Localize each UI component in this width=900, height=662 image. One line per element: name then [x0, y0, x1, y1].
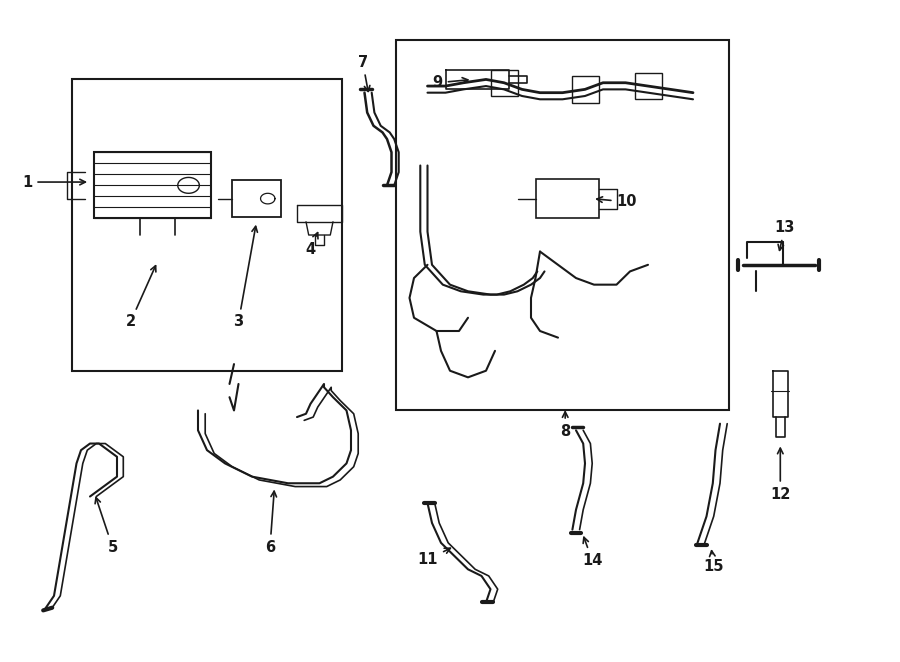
Text: 13: 13: [775, 220, 795, 250]
Text: 12: 12: [770, 448, 790, 502]
Text: 8: 8: [560, 412, 571, 439]
Text: 7: 7: [357, 54, 370, 91]
Text: 14: 14: [582, 538, 602, 568]
Text: 11: 11: [418, 548, 450, 567]
Text: 9: 9: [433, 75, 468, 90]
Text: 15: 15: [704, 551, 724, 575]
Text: 3: 3: [233, 226, 257, 330]
Text: 1: 1: [22, 175, 86, 189]
Text: 2: 2: [125, 265, 156, 330]
Text: 5: 5: [95, 498, 118, 555]
Text: 10: 10: [597, 195, 637, 209]
Text: 4: 4: [305, 232, 318, 257]
Text: 6: 6: [265, 491, 276, 555]
